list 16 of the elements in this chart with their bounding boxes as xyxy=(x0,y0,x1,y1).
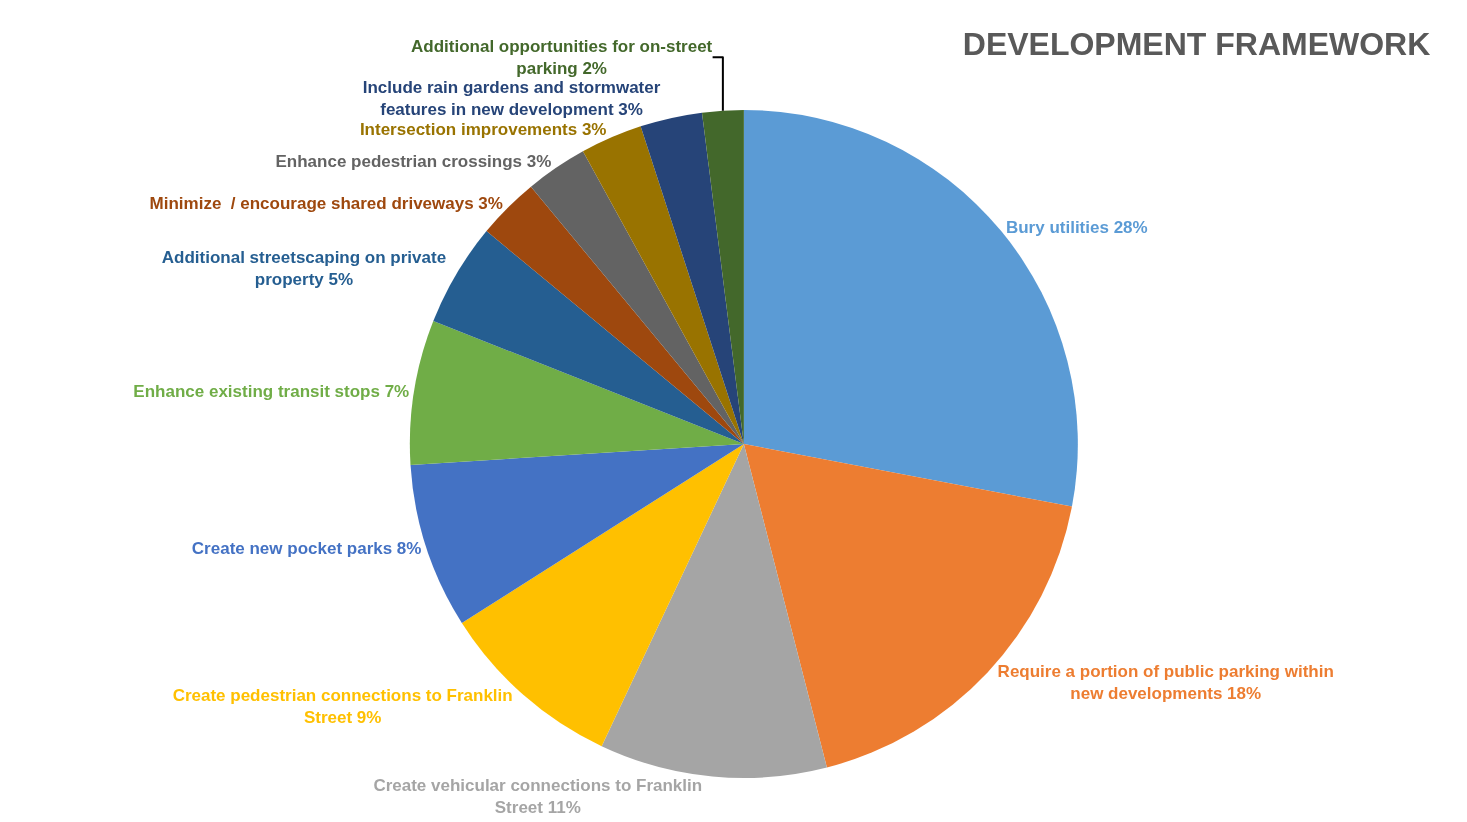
slice-label: Additional streetscaping on private property 5% xyxy=(161,248,447,290)
slice-label: Create vehicular connections to Franklin Street 11% xyxy=(373,776,703,818)
slice-label: Minimize / encourage shared driveways 3% xyxy=(149,193,503,213)
pie-slice xyxy=(601,444,827,778)
slice-label: Include rain gardens and stormwater features in new development 3% xyxy=(362,77,661,120)
slice-label: Enhance existing transit stops 7% xyxy=(133,382,410,402)
chart-title: DEVELOPMENT FRAMEWORK xyxy=(962,26,1431,63)
slice-label: Require a portion of public parking within new developments 18% xyxy=(997,661,1334,703)
pie-slice xyxy=(701,110,744,444)
slice-label: Intersection improvements 3% xyxy=(359,119,607,139)
pie-slice xyxy=(410,321,744,465)
slice-label: Create new pocket parks 8% xyxy=(191,538,422,558)
slice-label: Additional opportunities for on-street parking 2% xyxy=(411,36,713,78)
slice-label: Enhance pedestrian crossings 3% xyxy=(275,151,552,171)
slice-label: Create pedestrian connections to Franklin Street 9% xyxy=(172,685,513,727)
slice-label: Bury utilities 28% xyxy=(1005,217,1148,237)
